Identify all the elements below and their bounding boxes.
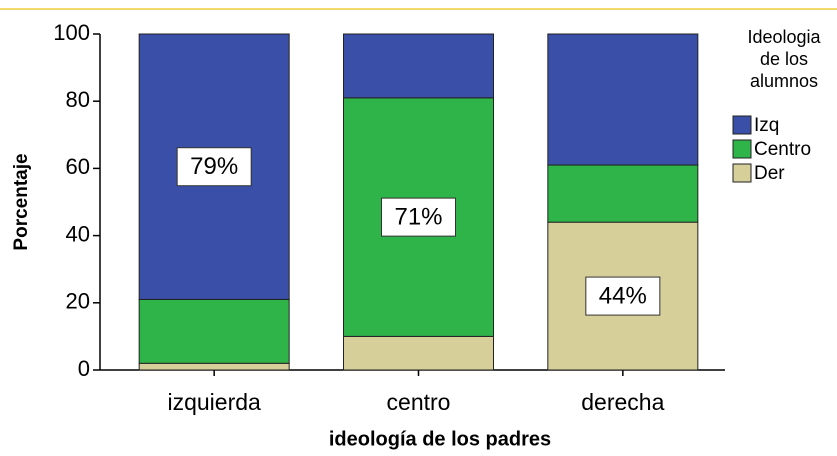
bar-segment (138, 362, 290, 371)
legend-swatch (732, 139, 752, 159)
y-tick-label: 20 (66, 289, 90, 314)
y-tick-label: 0 (78, 356, 90, 381)
legend-label: Izq (754, 115, 779, 136)
x-tick-label: derecha (581, 389, 664, 415)
x-axis-label: ideología de los padres (329, 428, 551, 450)
y-tick-label: 80 (66, 87, 90, 112)
y-tick-label: 60 (66, 154, 90, 179)
legend-swatch (732, 163, 752, 183)
legend-title: alumnos (750, 71, 818, 91)
legend-label: Centro (754, 139, 811, 160)
value-label: 44% (599, 282, 647, 309)
y-tick-label: 100 (53, 20, 90, 45)
legend-title: Ideologia (747, 27, 821, 47)
value-label-box (176, 147, 252, 187)
value-label-box (381, 197, 456, 237)
bar-segment (343, 335, 494, 371)
value-label-box (585, 276, 661, 316)
legend-title: de los (760, 49, 808, 69)
bar-segment (343, 33, 494, 99)
x-tick-label: centro (387, 389, 451, 415)
legend-label: Der (754, 163, 785, 184)
y-axis-label: Porcentaje (11, 153, 32, 250)
bar-segment (547, 33, 699, 166)
value-label: 79% (190, 153, 238, 180)
x-tick-label: izquierda (167, 389, 261, 415)
bar-segment (138, 298, 290, 364)
value-label: 71% (394, 203, 442, 230)
legend-swatch (732, 115, 752, 135)
bar-segment (547, 164, 699, 223)
y-tick-label: 40 (66, 221, 90, 246)
